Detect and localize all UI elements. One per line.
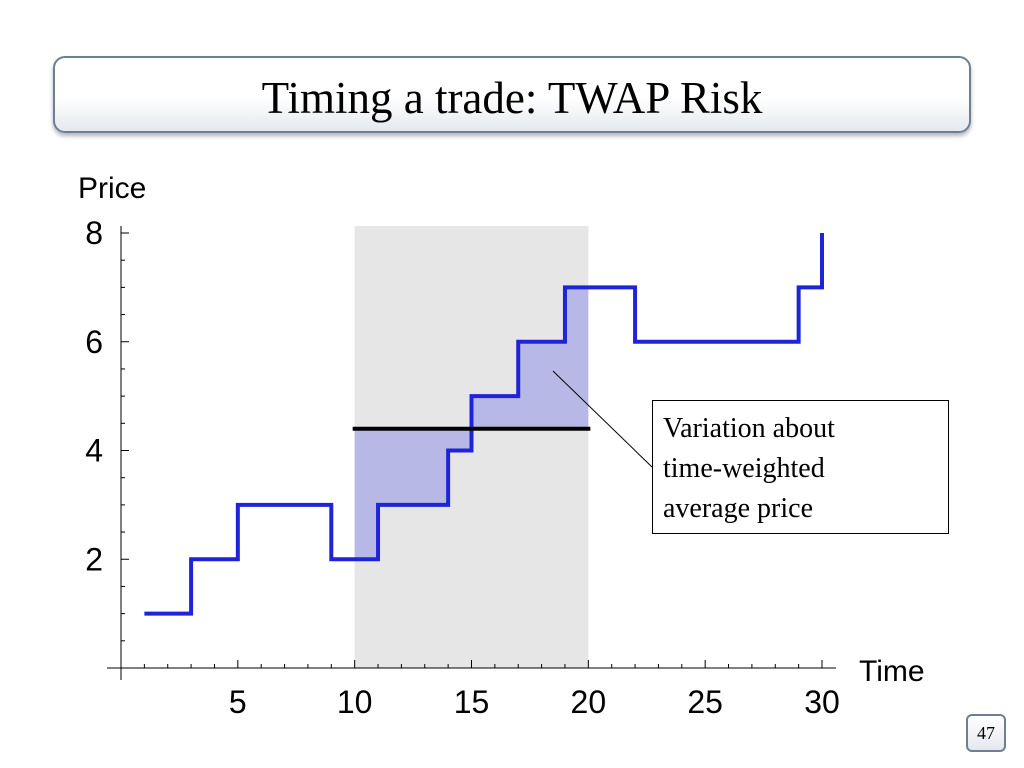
callout-pointer-line xyxy=(552,370,653,468)
y-tick-label: 2 xyxy=(85,541,103,577)
slide-title-box xyxy=(53,56,971,133)
x-axis-label: Time xyxy=(859,655,925,688)
y-tick-label: 6 xyxy=(85,324,103,360)
page-number: 47 xyxy=(966,714,1006,752)
x-tick-label: 25 xyxy=(687,684,723,720)
x-tick-label: 15 xyxy=(454,684,490,720)
callout-line-2: time-weighted xyxy=(663,453,825,484)
y-tick-label: 4 xyxy=(85,433,103,469)
price-step-line xyxy=(144,233,824,616)
x-tick-label: 5 xyxy=(229,684,247,720)
x-tick-label: 20 xyxy=(571,684,607,720)
callout-line-3: average price xyxy=(663,493,813,524)
slide-title: Timing a trade: TWAP Risk xyxy=(261,73,763,123)
y-tick-label: 8 xyxy=(85,215,103,251)
variation-callout: Variation about time-weighted average pr… xyxy=(652,400,949,534)
callout-line-1: Variation about xyxy=(663,413,835,444)
y-axis-label: Price xyxy=(78,172,146,205)
x-tick-label: 10 xyxy=(337,684,373,720)
x-tick-label: 30 xyxy=(804,684,840,720)
